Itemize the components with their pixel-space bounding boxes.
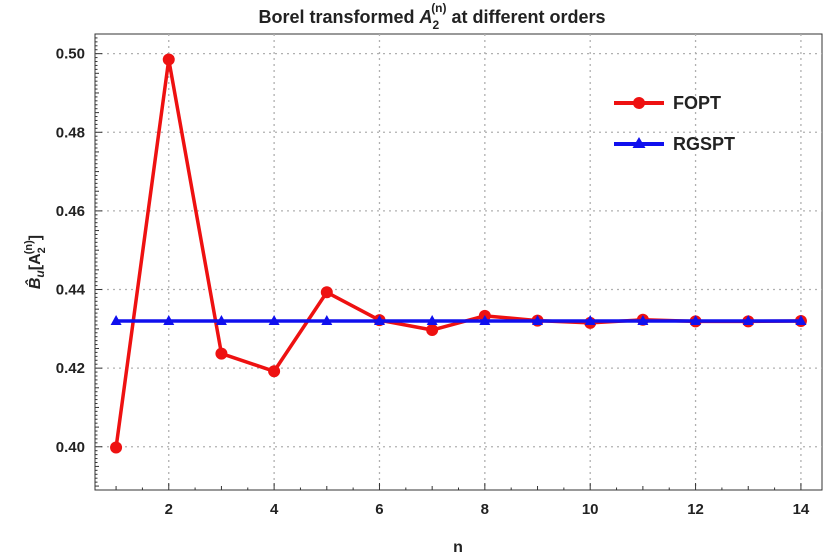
chart-title-suffix: at different orders: [447, 7, 606, 27]
chart-title-sub: 2: [433, 18, 440, 32]
data-point-fopt: [162, 53, 175, 66]
ticks-layer: 2 4 6 8 10 12 14 0.40 0.42 0.44 0.46 0.48 0.50: [56, 37, 810, 518]
x-tick-label: 2: [165, 501, 173, 518]
y-axis-label: B̂u[A2(n)]: [23, 235, 48, 289]
x-tick-label: 6: [375, 501, 383, 518]
data-point-rgspt: [637, 314, 649, 325]
data-point-rgspt: [795, 314, 807, 325]
series-line-fopt: [114, 57, 801, 448]
data-point-rgspt: [479, 314, 491, 325]
legend-label-rgspt: RGSPT: [673, 134, 735, 154]
data-point-rgspt: [321, 314, 333, 325]
data-point-rgspt: [215, 314, 227, 325]
chart-title-sup: (n): [431, 1, 446, 15]
legend: FOPT RGSPT: [614, 93, 735, 154]
data-point-fopt: [215, 347, 228, 360]
data-point-fopt: [268, 365, 281, 378]
y-axis-label-sup: (n): [23, 240, 35, 254]
data-point-fopt: [426, 324, 439, 337]
grid-layer: [95, 34, 822, 490]
data-point-rgspt: [110, 314, 122, 325]
data-point-rgspt: [532, 314, 544, 325]
chart-title-prefix: Borel transformed: [258, 7, 419, 27]
y-tick-label: 0.46: [56, 203, 85, 220]
data-point-fopt: [320, 286, 333, 299]
x-tick-label: 8: [481, 501, 489, 518]
y-axis-label-symbol: B̂: [24, 278, 44, 290]
legend-marker-rgspt: [632, 137, 646, 148]
data-point-rgspt: [373, 314, 385, 325]
x-tick-label: 14: [793, 501, 810, 518]
y-axis-label-sub: 2: [36, 247, 48, 253]
x-tick-label: 12: [687, 501, 704, 518]
data-point-rgspt: [163, 314, 175, 325]
legend-marker-fopt: [633, 97, 645, 109]
legend-label-fopt: FOPT: [673, 93, 721, 113]
chart-title: Borel transformed A2 (n) at different ord…: [258, 1, 605, 32]
data-point-rgspt: [584, 314, 596, 325]
data-point-rgspt: [268, 314, 280, 325]
data-point-rgspt: [742, 314, 754, 325]
y-axis-label-bracket-close: ]: [27, 235, 44, 240]
data-point-rgspt: [426, 314, 438, 325]
y-axis-label-bracket-open: [A: [27, 253, 44, 270]
y-tick-label: 0.50: [56, 46, 85, 63]
x-tick-label: 10: [582, 501, 599, 518]
chart-title-symbol: A: [419, 7, 433, 27]
y-tick-label: 0.44: [56, 282, 86, 299]
y-tick-label: 0.48: [56, 124, 85, 141]
legend-item-rgspt: RGSPT: [614, 134, 735, 154]
y-tick-label: 0.40: [56, 439, 85, 456]
data-point-rgspt: [690, 314, 702, 325]
y-axis-label-sub-u: u: [33, 270, 47, 278]
x-tick-label: 4: [270, 501, 279, 518]
data-point-fopt: [110, 441, 123, 454]
legend-item-fopt: FOPT: [614, 93, 721, 113]
y-tick-label: 0.42: [56, 360, 85, 377]
series-layer: [110, 53, 807, 454]
x-axis-label: n: [453, 539, 463, 556]
